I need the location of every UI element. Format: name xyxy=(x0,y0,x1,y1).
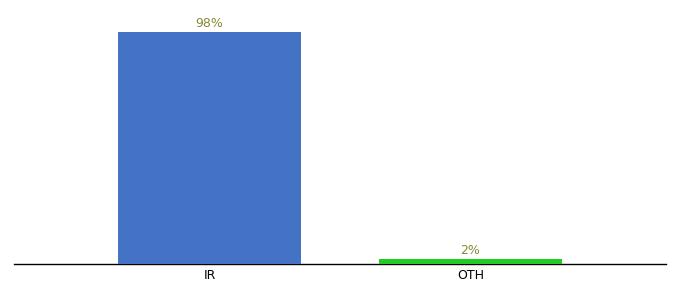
Bar xyxy=(379,259,562,264)
Text: 2%: 2% xyxy=(460,244,481,257)
Text: 98%: 98% xyxy=(196,17,223,30)
Bar xyxy=(118,32,301,264)
